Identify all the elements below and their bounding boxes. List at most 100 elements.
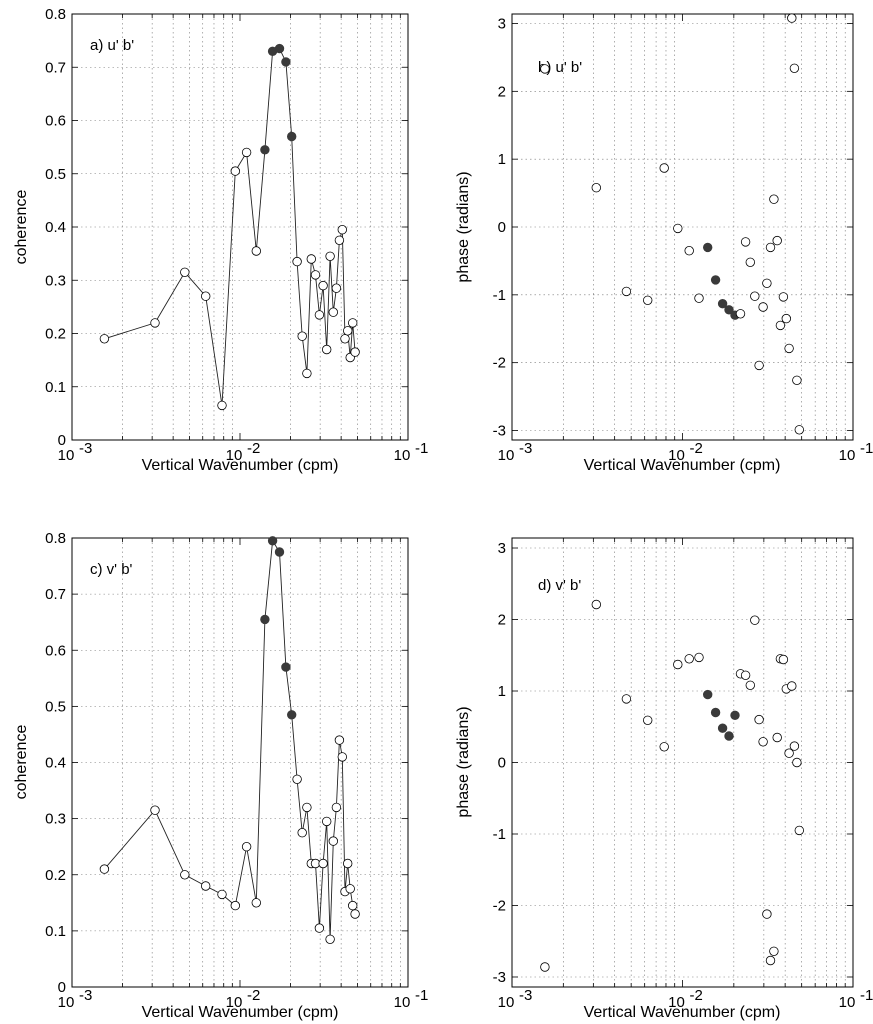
y-tick-label: 2 <box>498 83 506 100</box>
data-point-filled <box>717 299 728 309</box>
x-tick-label: 10 <box>839 447 856 464</box>
data-point <box>794 425 805 435</box>
data-point <box>200 291 211 301</box>
data-point <box>758 302 768 312</box>
data-point <box>787 681 797 691</box>
x-tick-exponent: -2 <box>690 987 703 1004</box>
y-axis-label: phase (radians) <box>455 706 472 817</box>
grid <box>71 13 408 441</box>
data-point <box>322 344 332 355</box>
data-point <box>694 652 704 663</box>
y-tick-label: 1 <box>498 683 506 700</box>
data-point-filled <box>724 731 734 741</box>
y-axis-label: coherence <box>13 725 30 800</box>
x-tick-exponent: -2 <box>247 440 260 457</box>
data-point <box>621 286 632 297</box>
data-point <box>769 946 779 957</box>
y-tick-label: 0.3 <box>45 811 66 828</box>
data-point <box>775 320 786 331</box>
data-point <box>334 735 345 745</box>
panel-d: d) v' b' Vertical Wavenumber (cpm) phase… <box>455 537 873 1021</box>
x-tick-exponent: -2 <box>247 987 260 1004</box>
y-tick-label: -2 <box>493 897 506 914</box>
y-tick-label: -3 <box>493 423 506 440</box>
x-tick-exponent: -2 <box>690 440 703 457</box>
data-point <box>792 757 802 768</box>
data-point <box>318 858 328 869</box>
panel-label: d) v' b' <box>538 577 581 594</box>
y-tick-label: 3 <box>498 15 506 32</box>
data-point <box>735 309 746 319</box>
data-point <box>331 802 342 813</box>
data-point <box>694 293 704 303</box>
data-point <box>297 828 307 838</box>
y-tick-label: 0 <box>58 432 66 449</box>
y-tick-label: -1 <box>493 826 506 843</box>
data-point <box>745 257 756 268</box>
data-point <box>230 166 241 176</box>
data-point-filled <box>274 43 285 54</box>
plot-frame <box>511 13 854 441</box>
data-point <box>778 654 789 665</box>
x-tick-exponent: -3 <box>79 987 92 1004</box>
x-tick-exponent: -3 <box>519 440 532 457</box>
series-line <box>104 539 356 940</box>
data-point <box>762 278 772 289</box>
grid <box>511 14 853 440</box>
data-point-filled <box>710 707 721 718</box>
data-point <box>745 680 756 691</box>
data-point-filled <box>710 275 721 285</box>
data-point <box>180 870 190 880</box>
data-point <box>673 659 683 670</box>
data-point <box>781 313 792 324</box>
y-tick-label: 0 <box>498 219 506 236</box>
y-axis-label: coherence <box>13 190 30 265</box>
data-point <box>241 147 252 158</box>
data-point <box>591 182 602 193</box>
x-tick-exponent: -1 <box>860 440 873 457</box>
data-point <box>251 898 261 908</box>
x-axis-label: Vertical Wavenumber (cpm) <box>142 1004 339 1021</box>
data-point <box>643 715 653 726</box>
data-point <box>787 13 797 23</box>
data-point-filled <box>730 710 740 721</box>
y-tick-label: 3 <box>498 540 506 557</box>
data-point <box>297 331 307 341</box>
data-point <box>591 599 602 610</box>
data-point <box>765 955 776 966</box>
x-tick-label: 10 <box>498 447 515 464</box>
x-tick-label: 10 <box>668 994 685 1011</box>
x-tick-exponent: -3 <box>519 987 532 1004</box>
data-point <box>772 732 782 743</box>
data-point <box>540 64 550 74</box>
data-point <box>99 334 110 344</box>
data-point-filled <box>703 689 713 700</box>
data-point <box>659 742 669 752</box>
y-tick-label: 0.4 <box>45 219 66 236</box>
y-tick-label: 0.8 <box>45 530 66 547</box>
data-point <box>758 737 768 747</box>
data-point <box>343 858 353 869</box>
data-point <box>251 246 261 256</box>
y-tick-label: 0 <box>58 979 66 996</box>
data-point <box>772 235 782 246</box>
x-tick-label: 10 <box>226 447 243 464</box>
y-tick-label: 0.7 <box>45 59 66 76</box>
data-point-filled <box>724 305 734 315</box>
data-point <box>754 360 764 371</box>
y-tick-label: 0.1 <box>45 379 66 396</box>
y-axis-label: phase (radians) <box>455 171 472 282</box>
y-tick-label: -1 <box>493 287 506 304</box>
data-point <box>540 962 550 972</box>
y-tick-label: 0.5 <box>45 166 66 183</box>
y-tick-label: 2 <box>498 612 506 629</box>
data-point-filled <box>281 57 291 67</box>
data-point <box>322 816 332 827</box>
data-point <box>345 884 355 894</box>
data-point <box>740 670 751 681</box>
data-point <box>200 881 211 891</box>
data-point <box>348 900 358 911</box>
plot-frame <box>511 537 854 988</box>
x-tick-exponent: -3 <box>79 440 92 457</box>
